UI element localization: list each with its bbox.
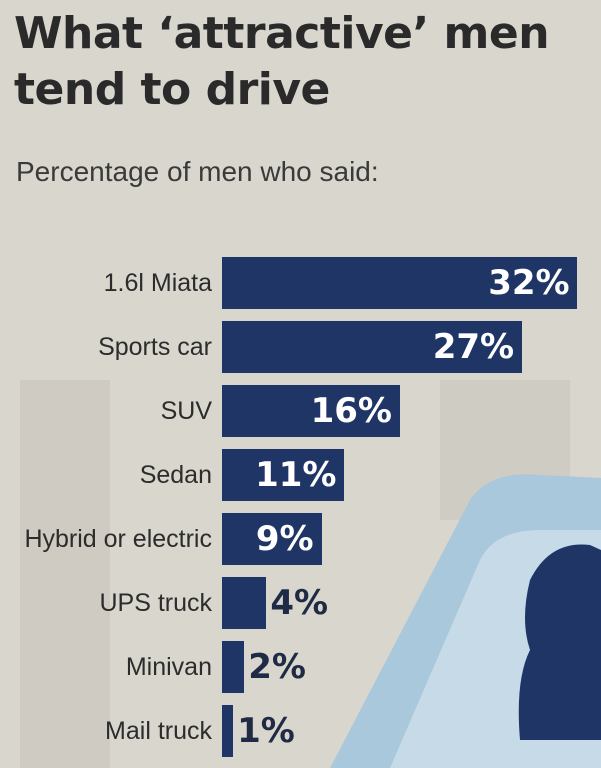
driver-silhouette: [518, 544, 601, 740]
category-label: SUV: [160, 396, 212, 425]
category-label: Hybrid or electric: [24, 524, 212, 553]
bar: [222, 385, 400, 437]
bar: [222, 513, 322, 565]
bar: [222, 705, 234, 757]
value-label: 1%: [237, 711, 295, 751]
value-label: 11%: [255, 455, 337, 495]
value-label: 32%: [488, 263, 570, 303]
value-label: 4%: [270, 583, 329, 623]
bar: [222, 321, 522, 373]
bar: [222, 257, 578, 309]
chart-subtitle: Percentage of men who said:: [16, 156, 379, 187]
category-label: Mail truck: [105, 716, 212, 745]
value-label: 16%: [310, 391, 392, 431]
bar: [222, 577, 267, 629]
category-label: Minivan: [125, 652, 212, 681]
building-silhouette: [20, 380, 110, 768]
chart-title: What ‘attractive’ men tend to drive: [14, 8, 550, 115]
category-label: 1.6l Miata: [103, 268, 212, 297]
value-label: 27%: [432, 327, 515, 367]
value-label: 2%: [248, 647, 306, 687]
value-label: 9%: [255, 519, 314, 559]
category-label: Sedan: [139, 460, 212, 489]
bar: [222, 449, 345, 501]
category-label: UPS truck: [99, 588, 212, 617]
bar: [222, 641, 245, 693]
category-label: Sports car: [98, 332, 212, 361]
